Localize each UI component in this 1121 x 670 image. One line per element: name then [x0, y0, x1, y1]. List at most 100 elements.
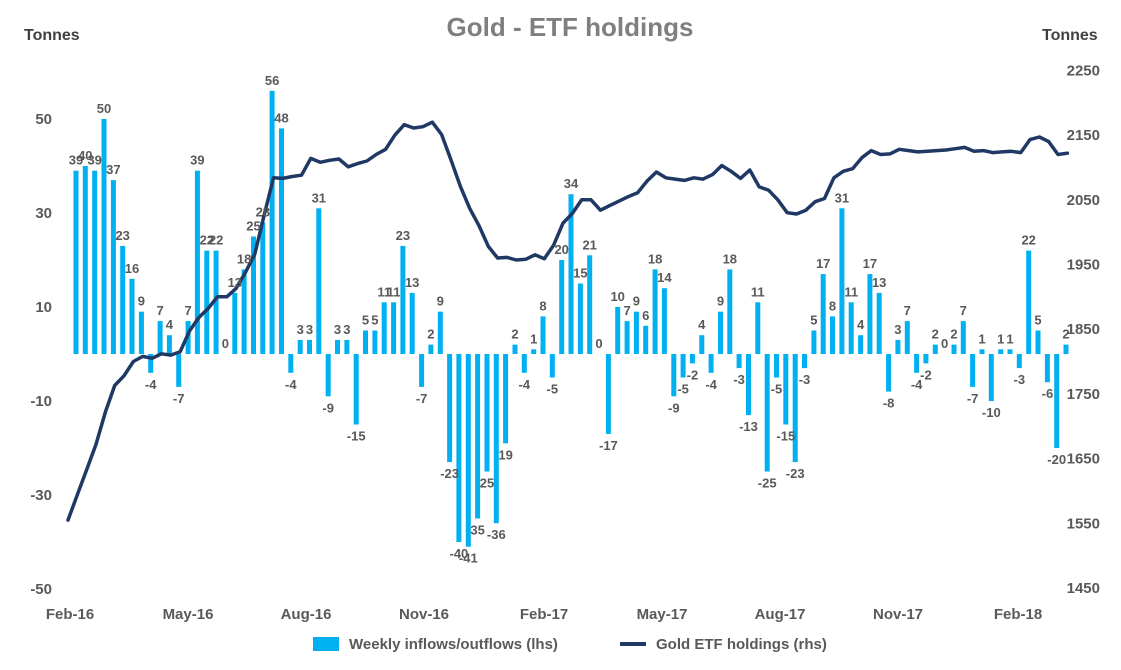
bar [904, 321, 910, 354]
data-label: 1 [978, 331, 985, 346]
data-labels: 394039503723169-474-77392222013182528564… [69, 73, 1070, 566]
data-label: -10 [982, 405, 1001, 420]
bar [540, 316, 546, 354]
data-label: 35 [470, 523, 484, 538]
data-label: -8 [883, 396, 895, 411]
data-label: 15 [573, 266, 587, 281]
data-label: -23 [786, 466, 805, 481]
data-label: 13 [228, 275, 242, 290]
bar [232, 292, 238, 354]
data-label: 28 [256, 204, 270, 219]
data-label: -15 [776, 429, 795, 444]
bar [344, 339, 350, 354]
data-label: 2 [1062, 327, 1069, 342]
bar [727, 269, 733, 354]
x-axis-ticks: Feb-16 May-16 Aug-16 Nov-16 Feb-17 May-17 Aug-… [46, 606, 1042, 623]
data-label: 3 [334, 322, 341, 337]
bar [493, 354, 499, 524]
bar [652, 269, 658, 354]
bar [998, 349, 1004, 354]
data-label: 2 [950, 327, 957, 342]
bar [316, 208, 322, 354]
data-label: 13 [405, 275, 419, 290]
bar [736, 354, 742, 369]
data-label: 19 [498, 447, 512, 462]
data-label: -3 [1014, 372, 1026, 387]
data-label: 23 [396, 228, 410, 243]
left-axis-unit: Tonnes [24, 27, 80, 44]
right-tick-label: 1850 [1067, 321, 1100, 338]
legend-swatch-bars [313, 637, 339, 651]
data-label: 0 [941, 336, 948, 351]
data-label: 7 [184, 303, 191, 318]
bar [1016, 354, 1022, 369]
data-label: 5 [362, 313, 369, 328]
right-tick-label: 1650 [1067, 451, 1100, 468]
bar [615, 307, 621, 354]
data-label: -3 [733, 372, 745, 387]
bar [661, 288, 667, 354]
legend-label-bars: Weekly inflows/outflows (lhs) [349, 636, 558, 653]
right-tick-label: 1950 [1067, 257, 1100, 274]
data-label: -6 [1042, 386, 1054, 401]
data-label: 11 [844, 284, 858, 299]
bar [559, 260, 565, 354]
data-label: 0 [222, 336, 229, 351]
bar [428, 344, 434, 354]
bar [671, 354, 677, 397]
data-label: 5 [1034, 313, 1041, 328]
data-label: 56 [265, 73, 279, 88]
bar [764, 354, 770, 472]
bar [895, 339, 901, 354]
data-label: 0 [595, 336, 602, 351]
data-label: 5 [810, 313, 817, 328]
left-tick-label: -10 [30, 393, 52, 410]
left-tick-label: -30 [30, 487, 52, 504]
left-tick-label: 30 [35, 205, 52, 222]
bar [353, 354, 359, 425]
data-label: 39 [87, 153, 101, 168]
bar [746, 354, 751, 416]
bar [568, 194, 574, 354]
bar [848, 302, 854, 354]
bar [914, 354, 920, 373]
bar [643, 325, 649, 354]
bar [148, 354, 154, 373]
data-label: 23 [115, 228, 129, 243]
bar [251, 236, 256, 354]
bar [363, 330, 368, 354]
bar [110, 180, 116, 354]
bar [437, 311, 443, 354]
data-label: 34 [564, 176, 579, 191]
data-label: 39 [190, 153, 204, 168]
data-label: -5 [677, 382, 689, 397]
bar [1026, 250, 1032, 354]
data-label: 37 [106, 162, 120, 177]
bar [802, 354, 807, 369]
left-axis-ticks: 50 30 10 -10 -30 -50 [30, 111, 52, 598]
bar [792, 354, 798, 463]
data-label: 2 [427, 327, 434, 342]
data-label: -7 [967, 391, 979, 406]
data-label: 9 [717, 294, 724, 309]
data-label: -36 [487, 527, 506, 542]
bar [176, 354, 182, 387]
bar [783, 354, 789, 425]
bar [531, 349, 537, 354]
chart-title: Gold - ETF holdings [447, 12, 694, 42]
bar [1054, 354, 1060, 448]
data-label: 3 [306, 322, 313, 337]
data-label: -2 [687, 367, 699, 382]
bar [755, 302, 761, 354]
x-tick-label: Aug-16 [281, 606, 332, 623]
data-label: -20 [1047, 452, 1066, 467]
x-tick-label: May-17 [637, 606, 688, 623]
bar [633, 311, 639, 354]
data-label: 21 [582, 237, 596, 252]
bar [1035, 330, 1041, 354]
data-label: -5 [771, 382, 783, 397]
data-label: -4 [285, 377, 297, 392]
right-axis-unit: Tonnes [1042, 27, 1098, 44]
bar [120, 245, 126, 354]
data-label: -9 [668, 400, 680, 415]
